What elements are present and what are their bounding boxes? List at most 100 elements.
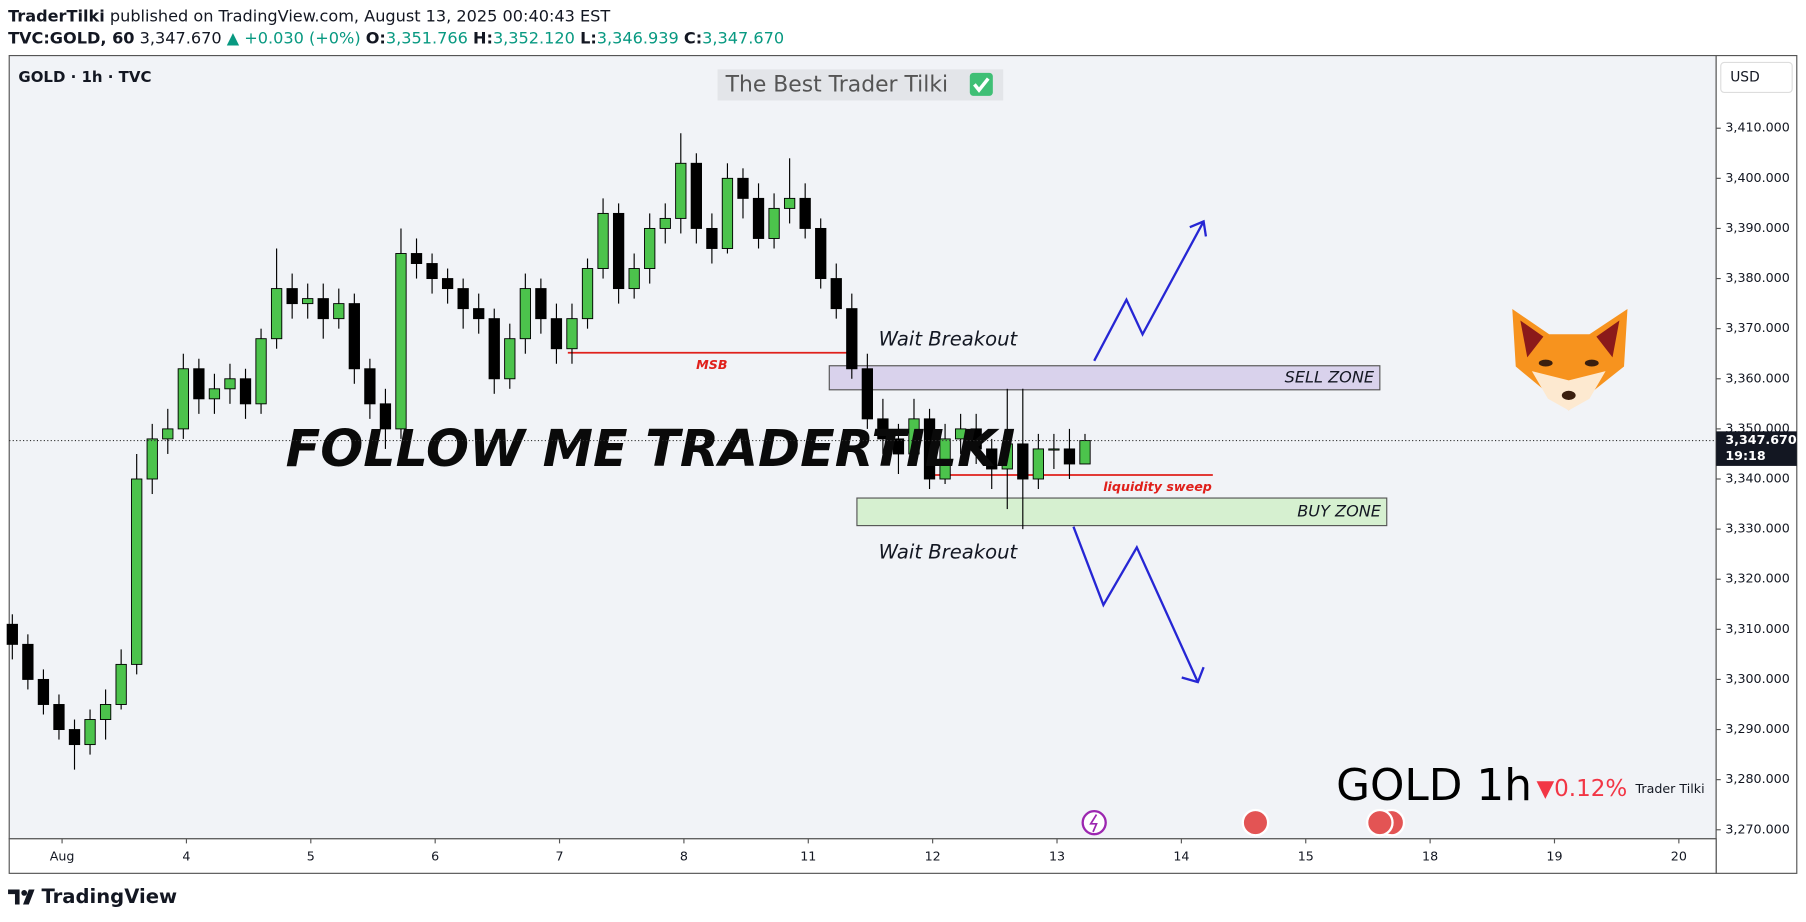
check-mark bbox=[973, 77, 990, 93]
candle-body bbox=[426, 263, 438, 280]
currency-box[interactable] bbox=[1720, 61, 1793, 94]
x-tick-label: Aug bbox=[50, 849, 75, 864]
candle-body bbox=[1063, 448, 1076, 465]
up-arrow bbox=[1093, 220, 1205, 362]
logo-mark bbox=[8, 889, 35, 905]
y-tick-label: 3,390.000 bbox=[1725, 220, 1789, 235]
change-label: ▼0.12% bbox=[1536, 776, 1627, 802]
plot-area bbox=[8, 54, 1717, 840]
candle-body bbox=[37, 678, 50, 705]
candle-body bbox=[68, 729, 81, 746]
event-icon[interactable] bbox=[1241, 808, 1270, 837]
candle-body bbox=[146, 438, 158, 480]
change: ▲ +0.030 (+0%) bbox=[227, 28, 361, 47]
banner-box bbox=[717, 69, 1004, 101]
fox-ear bbox=[1596, 320, 1620, 358]
note: Wait Breakout bbox=[879, 541, 1019, 564]
candle-body bbox=[628, 268, 640, 290]
candle-body bbox=[954, 428, 967, 440]
arrows bbox=[1072, 219, 1208, 684]
lightning bbox=[1089, 814, 1098, 833]
candle-body bbox=[970, 428, 982, 450]
candle-body bbox=[473, 308, 485, 320]
candle-body bbox=[1032, 448, 1045, 480]
last-price-label: 3,347.670 bbox=[1725, 432, 1796, 447]
candle-body bbox=[597, 212, 609, 269]
candle-body bbox=[690, 162, 702, 229]
candle-body bbox=[6, 623, 18, 645]
c-label: C: bbox=[684, 28, 702, 47]
candle-body bbox=[566, 318, 578, 350]
candle-body bbox=[768, 207, 780, 239]
y-tick-label: 3,380.000 bbox=[1725, 270, 1789, 285]
zone-label: SELL ZONE bbox=[1285, 367, 1375, 386]
candle-body bbox=[441, 278, 454, 290]
candle-body bbox=[364, 368, 376, 405]
candle-body bbox=[877, 418, 889, 440]
y-tick-label: 3,340.000 bbox=[1725, 470, 1789, 485]
candle-body bbox=[799, 197, 811, 229]
candle-body bbox=[1001, 443, 1013, 470]
y-tick-label: 3,360.000 bbox=[1725, 370, 1789, 385]
watermark: FOLLOW ME TRADERTILKI bbox=[286, 419, 1016, 478]
candle-body bbox=[379, 403, 392, 430]
y-tick-label: 3,280.000 bbox=[1725, 771, 1789, 786]
candle-body bbox=[815, 227, 827, 280]
h: 3,352.120 bbox=[493, 28, 575, 47]
x-tick-label: 12 bbox=[925, 849, 941, 864]
y-tick-label: 3,410.000 bbox=[1725, 120, 1789, 135]
candle-body bbox=[53, 704, 65, 731]
candle-body bbox=[193, 368, 205, 400]
price: 3,347.670 bbox=[140, 28, 222, 47]
currency: USD bbox=[1730, 69, 1760, 85]
candle-body bbox=[333, 303, 345, 320]
time-axis bbox=[8, 838, 1717, 874]
candle-body bbox=[752, 197, 765, 239]
candle-body bbox=[177, 368, 189, 430]
candle-body bbox=[1017, 443, 1029, 480]
x-tick-label: 5 bbox=[307, 849, 315, 864]
level-label: MSB bbox=[696, 357, 727, 372]
y-tick-label: 3,330.000 bbox=[1725, 521, 1789, 536]
fox-ear bbox=[1520, 320, 1544, 358]
candle-body bbox=[986, 448, 998, 470]
published: published on TradingView.com, August 13,… bbox=[110, 6, 611, 25]
x-tick-label: 4 bbox=[182, 849, 190, 864]
candle-body bbox=[1079, 440, 1091, 465]
candle-body bbox=[317, 298, 329, 320]
candle-body bbox=[286, 288, 298, 305]
zone bbox=[856, 497, 1388, 527]
x-tick-label: 8 bbox=[680, 849, 688, 864]
candle-body bbox=[504, 338, 516, 380]
candle-body bbox=[939, 438, 951, 480]
event-icon[interactable] bbox=[1366, 808, 1394, 837]
x-tick-label: 6 bbox=[431, 849, 439, 864]
author: TraderTilki bbox=[8, 6, 105, 25]
x-tick-label: 11 bbox=[800, 849, 816, 864]
candle-body bbox=[550, 318, 563, 350]
y-tick-label: 3,300.000 bbox=[1725, 671, 1789, 686]
signature: Trader Tilki bbox=[1635, 781, 1705, 796]
candle-body bbox=[783, 197, 796, 209]
event-icons bbox=[1081, 808, 1406, 837]
candle-body bbox=[208, 388, 221, 400]
candle-body bbox=[348, 303, 360, 370]
candle-body bbox=[644, 227, 656, 269]
candle-body bbox=[675, 162, 687, 219]
o: 3,351.766 bbox=[386, 28, 468, 47]
event-icon[interactable] bbox=[1081, 809, 1107, 836]
logo-dot bbox=[21, 890, 28, 896]
y-tick-label: 3,270.000 bbox=[1725, 821, 1789, 836]
chart-title: GOLD · 1h · TVC bbox=[18, 68, 151, 86]
banner: The Best Trader Tilki bbox=[725, 73, 948, 98]
brand-logo bbox=[8, 889, 35, 905]
candle-body bbox=[84, 719, 96, 746]
symbol-label: GOLD 1h bbox=[1336, 760, 1532, 811]
candle-body bbox=[706, 227, 718, 249]
candle-body bbox=[535, 288, 547, 320]
o-label: O: bbox=[366, 28, 386, 47]
x-tick-label: 19 bbox=[1546, 849, 1562, 864]
candle-body bbox=[737, 177, 749, 199]
candle-body bbox=[255, 338, 267, 405]
x-tick-label: 14 bbox=[1173, 849, 1189, 864]
